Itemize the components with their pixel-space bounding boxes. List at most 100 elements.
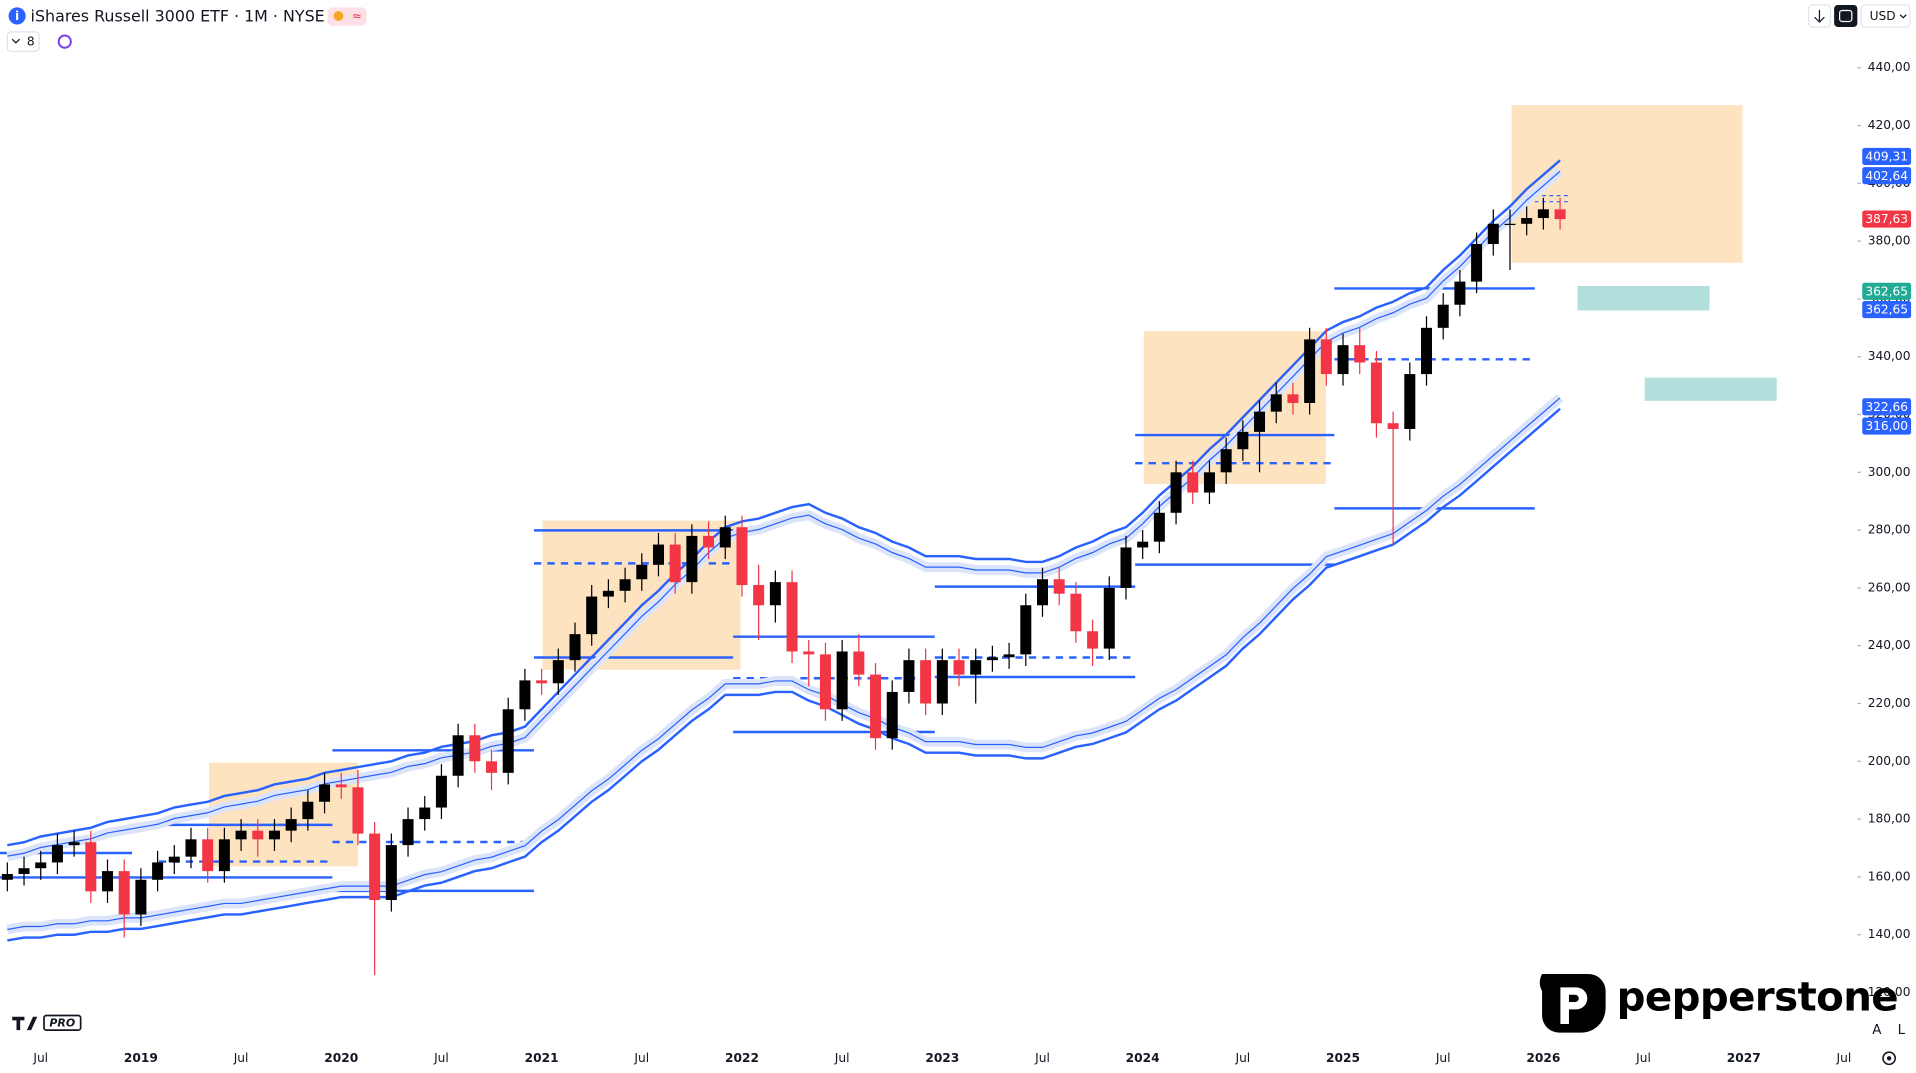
candle-body	[619, 579, 631, 591]
candle-body	[669, 544, 681, 583]
price-label: 362,65	[1865, 284, 1908, 298]
candle-body	[1137, 541, 1149, 548]
chart-title[interactable]: iShares Russell 3000 ETF · 1M · NYSE Arc…	[31, 7, 366, 26]
time-axis: Jul 2019 Jul 2020 Jul 2021 Jul 2022 Jul 2023 Jul 20…	[32, 1051, 1851, 1065]
candle-body	[519, 680, 531, 710]
tv-logo	[12, 1016, 38, 1031]
x-tick-label: Jul	[233, 1051, 249, 1065]
candle-body	[1120, 547, 1132, 588]
candle-body	[886, 691, 898, 739]
candle-body	[1404, 374, 1416, 429]
candle-body	[1103, 587, 1115, 649]
candle-body	[686, 535, 698, 583]
auto-scale-button[interactable]: A	[1872, 1023, 1882, 1038]
candle-body	[970, 660, 982, 675]
download-icon	[1814, 9, 1825, 23]
candle-body	[152, 862, 164, 880]
candle-body	[636, 564, 648, 580]
chevron	[11, 38, 20, 44]
candle-body	[1304, 339, 1316, 403]
candle-body	[870, 674, 882, 739]
candle-body	[369, 833, 381, 901]
candle-body	[853, 651, 865, 675]
symbol-icon-letter: i	[15, 9, 19, 23]
y-tick-label: 200,00	[1868, 754, 1911, 768]
candle-body	[1153, 512, 1165, 542]
price-label: 402,64	[1865, 169, 1908, 183]
settings-icon[interactable]	[1882, 1051, 1897, 1066]
y-tick-label: 120,00	[1868, 985, 1911, 999]
y-tick-label: 340,00	[1868, 349, 1911, 363]
bands	[6, 159, 1564, 942]
candle-body	[218, 839, 230, 872]
candle-body	[736, 527, 748, 586]
candle-body	[1254, 411, 1266, 432]
x-tick-label: Jul	[32, 1051, 48, 1065]
target-box	[1577, 286, 1710, 311]
y-tick-label: 160,00	[1868, 869, 1911, 883]
candle-body	[85, 842, 97, 892]
x-tick-label: Jul	[1234, 1051, 1250, 1065]
x-tick-label: Jul	[1034, 1051, 1050, 1065]
currency-button[interactable]	[1860, 4, 1911, 28]
watermark-logo-letter	[1560, 987, 1588, 1025]
x-tick-label: Jul	[1635, 1051, 1651, 1065]
candle-body	[1354, 345, 1366, 363]
candle-body	[1437, 304, 1449, 328]
fullscreen-button[interactable]	[1834, 4, 1858, 27]
candle-body	[51, 845, 63, 863]
y-tick-label: 140,00	[1868, 927, 1911, 941]
candle-body	[1036, 579, 1048, 606]
candle-body	[1337, 345, 1349, 375]
candle-body	[252, 830, 264, 840]
symbol-icon	[8, 7, 26, 25]
x-tick-label: 2022	[725, 1051, 759, 1065]
candle-body	[185, 839, 197, 857]
candles	[1, 197, 1566, 976]
candle-body	[385, 845, 397, 901]
candle-body	[352, 787, 364, 834]
candle-body	[285, 819, 297, 831]
log-scale-button[interactable]: L	[1898, 1023, 1906, 1038]
candle-body	[435, 775, 447, 808]
x-tick-label: 2025	[1326, 1051, 1360, 1065]
candle-body	[569, 634, 581, 661]
price-label-box	[1862, 147, 1912, 165]
candle-body	[319, 784, 331, 802]
pro-badge-text: PRO	[49, 1016, 75, 1029]
candle-body	[936, 660, 948, 704]
candle-body	[1220, 449, 1232, 473]
currency: USD	[1870, 9, 1896, 23]
candle-body	[1203, 472, 1215, 493]
x-tick-label: 2019	[124, 1051, 158, 1065]
y-tick-label: 300,00	[1868, 465, 1911, 479]
candle-body	[769, 582, 781, 606]
candle-body	[803, 651, 815, 655]
candle-body	[836, 651, 848, 710]
candle-body	[1237, 431, 1249, 450]
badge-dot	[333, 11, 344, 21]
settings-icon-center	[1886, 1056, 1892, 1061]
target-box	[1644, 377, 1777, 401]
indicator-toggle[interactable]	[6, 31, 40, 53]
candle-body	[1020, 605, 1032, 655]
candle-body	[1370, 362, 1382, 424]
candle-body	[920, 660, 932, 704]
candle-body	[335, 784, 347, 788]
y-tick-label: 420,00	[1868, 118, 1911, 132]
indicator-count: 8	[27, 35, 35, 49]
y-tick-label: 240,00	[1868, 638, 1911, 652]
candle-body	[486, 761, 498, 773]
candle-body	[18, 868, 30, 875]
candle-body	[1421, 327, 1433, 375]
candle-body	[819, 654, 831, 710]
candle-body	[1, 874, 13, 880]
candle-body	[586, 596, 598, 635]
band-line	[7, 407, 1561, 942]
price-label: 362,65	[1865, 303, 1908, 317]
candle-body	[719, 527, 731, 548]
y-tick-label: 220,00	[1868, 696, 1911, 710]
candle-body	[202, 839, 214, 872]
sync-icon[interactable]	[57, 34, 72, 49]
